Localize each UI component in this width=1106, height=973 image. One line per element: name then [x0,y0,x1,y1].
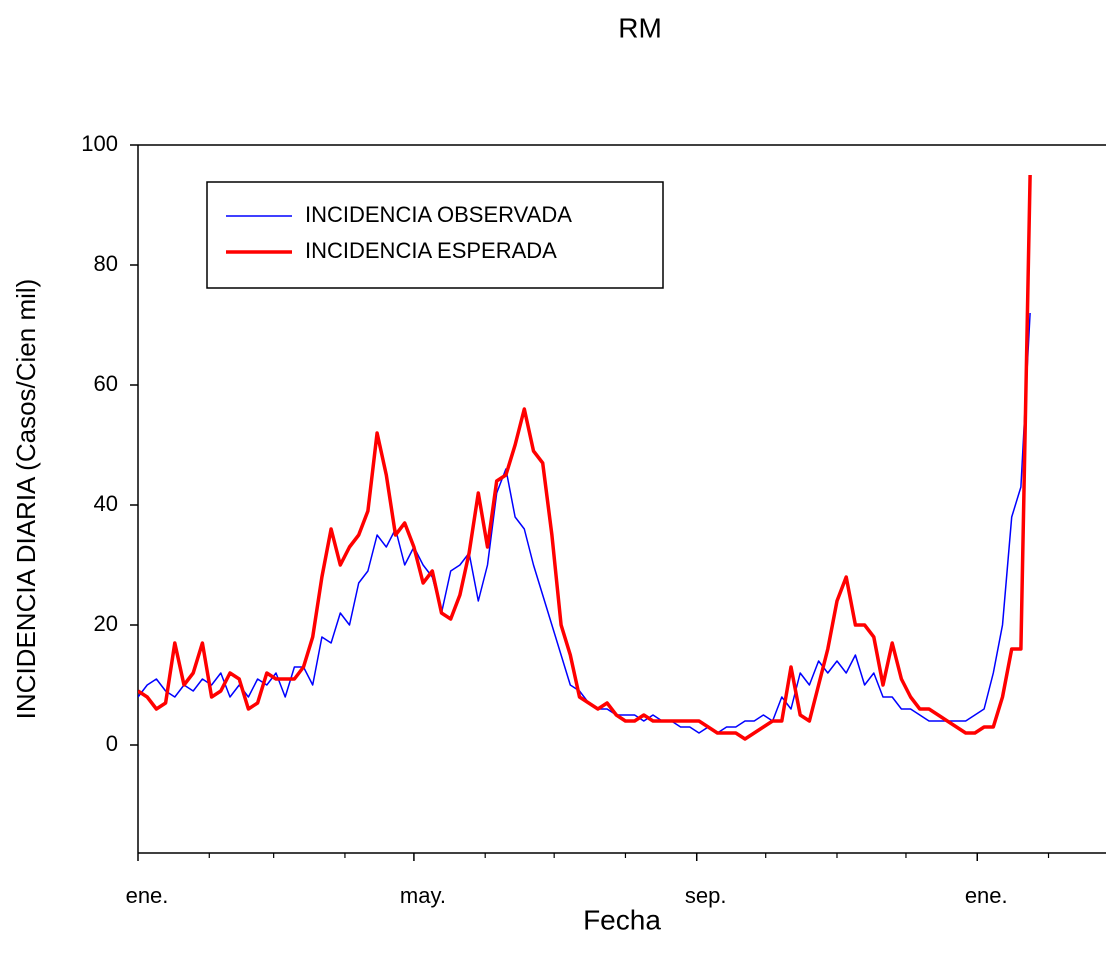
legend-label: INCIDENCIA OBSERVADA [305,202,572,227]
x-tick-label: may. [400,883,446,908]
y-tick-label: 100 [81,131,118,156]
data-line [138,174,1032,741]
y-tick-label: 20 [94,611,118,636]
chart-title: RM [618,12,662,43]
y-tick-label: 60 [94,371,118,396]
y-tick-label: 40 [94,491,118,516]
y-axis-label: INCIDENCIA DIARIA (Casos/Cien mil) [11,279,41,720]
x-tick-label: sep. [685,883,727,908]
x-tick-label: ene. [965,883,1008,908]
legend-box [206,181,664,289]
y-tick-label: 80 [94,251,118,276]
data-line [138,312,1031,734]
x-axis-label: Fecha [583,904,661,935]
legend-label: INCIDENCIA ESPERADA [305,238,557,263]
y-tick-label: 0 [106,731,118,756]
x-tick-label: ene. [126,883,169,908]
